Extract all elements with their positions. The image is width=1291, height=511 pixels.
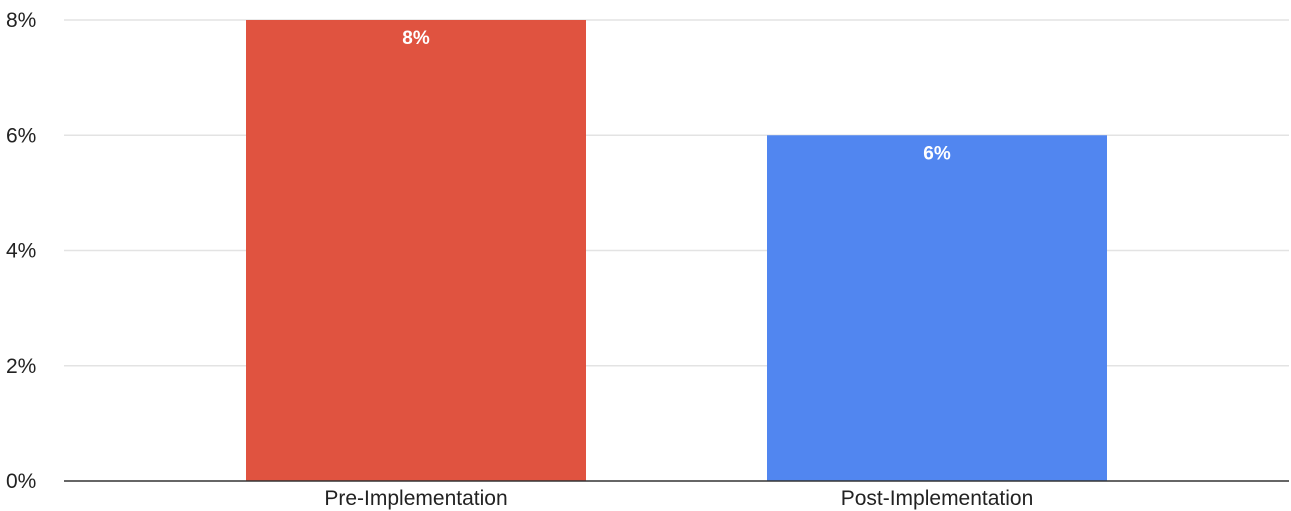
bar-post-implementation [767, 135, 1107, 481]
bar-value-label: 6% [923, 143, 951, 164]
y-tick-label: 2% [6, 355, 36, 378]
bar-data-labels: 8% 6% [402, 28, 951, 164]
x-axis-ticks: Pre-Implementation Post-Implementation [324, 487, 1033, 510]
x-tick-label: Pre-Implementation [324, 487, 507, 510]
bar-value-label: 8% [402, 28, 430, 49]
y-tick-label: 4% [6, 240, 36, 263]
y-tick-label: 8% [6, 9, 36, 32]
bars [246, 20, 1107, 481]
y-axis-ticks: 0% 2% 4% 6% 8% [6, 9, 36, 493]
bar-pre-implementation [246, 20, 586, 481]
y-tick-label: 6% [6, 124, 36, 147]
y-tick-label: 0% [6, 470, 36, 493]
x-tick-label: Post-Implementation [841, 487, 1034, 510]
